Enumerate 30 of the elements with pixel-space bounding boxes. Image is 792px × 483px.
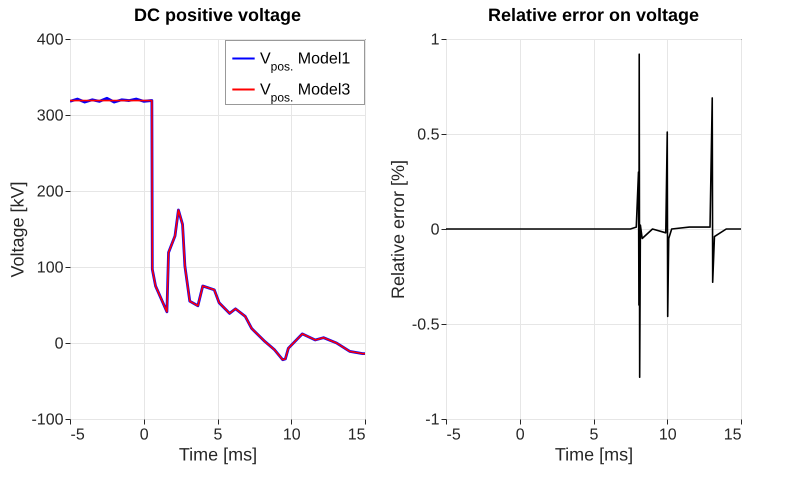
y-tick-label: 200 (36, 184, 64, 200)
y-tick-label: -1 (425, 412, 440, 428)
legend-label: V$_{pos.}$ Model1 (260, 50, 350, 74)
chart-title: DC positive voltage (134, 5, 302, 25)
y-axis-title: Relative error [%] (388, 160, 408, 300)
y-tick-label: -0.5 (412, 316, 440, 334)
x-tick-label: -5 (446, 426, 461, 444)
y-tick-label: 100 (36, 260, 64, 276)
y-tick-label: 0 (54, 336, 64, 352)
x-tick-label: -5 (70, 426, 85, 444)
y-tick-label: 0.5 (417, 126, 440, 144)
y-tick-label: -100 (31, 412, 64, 428)
y-tick-label: 400 (36, 32, 64, 48)
x-tick-label: 0 (140, 426, 149, 444)
x-tick-label: 10 (282, 426, 301, 444)
line-series (446, 53, 741, 378)
y-axis-title: Voltage [kV] (7, 181, 28, 278)
x-tick-label: 15 (724, 426, 742, 444)
x-tick-label: 5 (214, 426, 223, 444)
legend-label: V$_{pos.}$ Model3 (260, 82, 350, 104)
x-tick-label: 0 (516, 426, 525, 444)
x-tick-label: 15 (348, 426, 366, 444)
y-tick-label: 0 (430, 222, 440, 238)
chart-title: Relative error on voltage (488, 5, 700, 25)
x-axis-title: Time [ms] (554, 444, 634, 464)
y-tick-label: 1 (430, 32, 440, 48)
x-tick-label: 5 (590, 426, 599, 444)
x-axis-title: Time [ms] (178, 444, 258, 464)
y-tick-label: 300 (36, 108, 64, 124)
x-tick-label: 10 (658, 426, 677, 444)
